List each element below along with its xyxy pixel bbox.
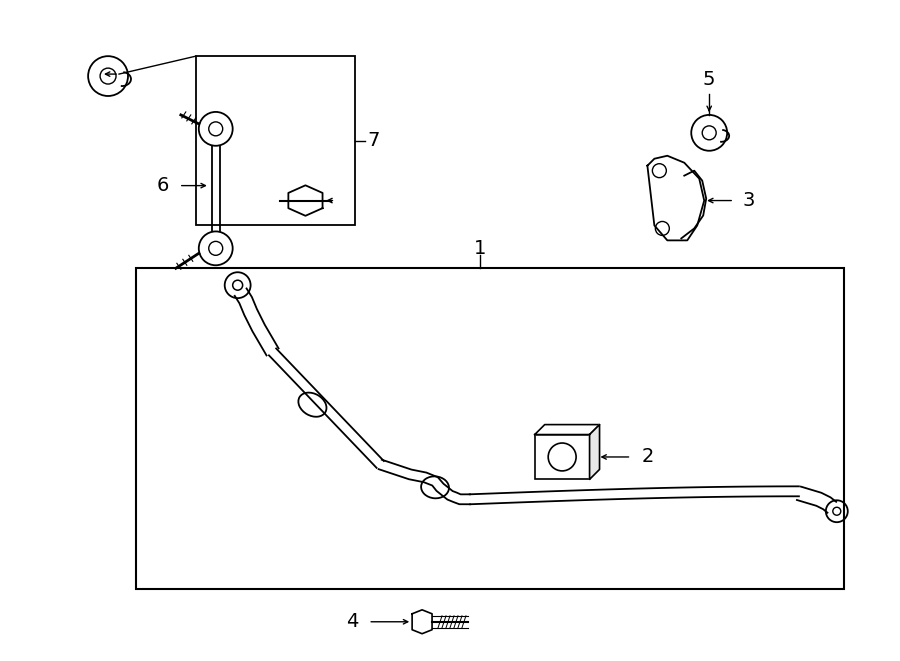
Text: 3: 3	[742, 191, 754, 210]
Polygon shape	[590, 424, 599, 479]
Polygon shape	[647, 156, 704, 241]
Polygon shape	[412, 610, 432, 634]
Text: 6: 6	[157, 176, 169, 195]
Polygon shape	[535, 424, 599, 434]
Bar	[136, 268, 844, 589]
Bar	[196, 56, 356, 225]
Text: 7: 7	[367, 132, 380, 150]
Text: 5: 5	[703, 69, 716, 89]
Bar	[535, 434, 590, 479]
Text: 1: 1	[473, 239, 486, 258]
Text: 4: 4	[346, 612, 358, 631]
Text: 2: 2	[642, 447, 653, 467]
